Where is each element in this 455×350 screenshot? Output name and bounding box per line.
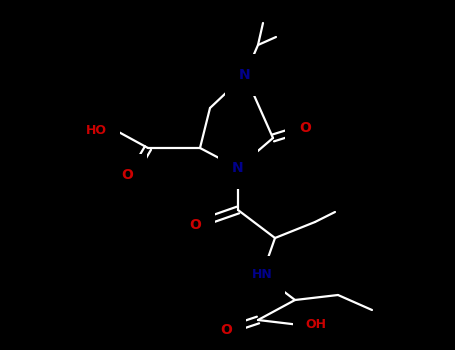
Text: O: O (189, 218, 201, 232)
Text: HO: HO (86, 124, 107, 136)
Text: OH: OH (305, 318, 326, 331)
Text: O: O (220, 323, 232, 337)
Text: N: N (239, 68, 251, 82)
Text: O: O (121, 168, 133, 182)
Text: N: N (232, 161, 244, 175)
Text: O: O (299, 121, 311, 135)
Text: HN: HN (252, 268, 273, 281)
